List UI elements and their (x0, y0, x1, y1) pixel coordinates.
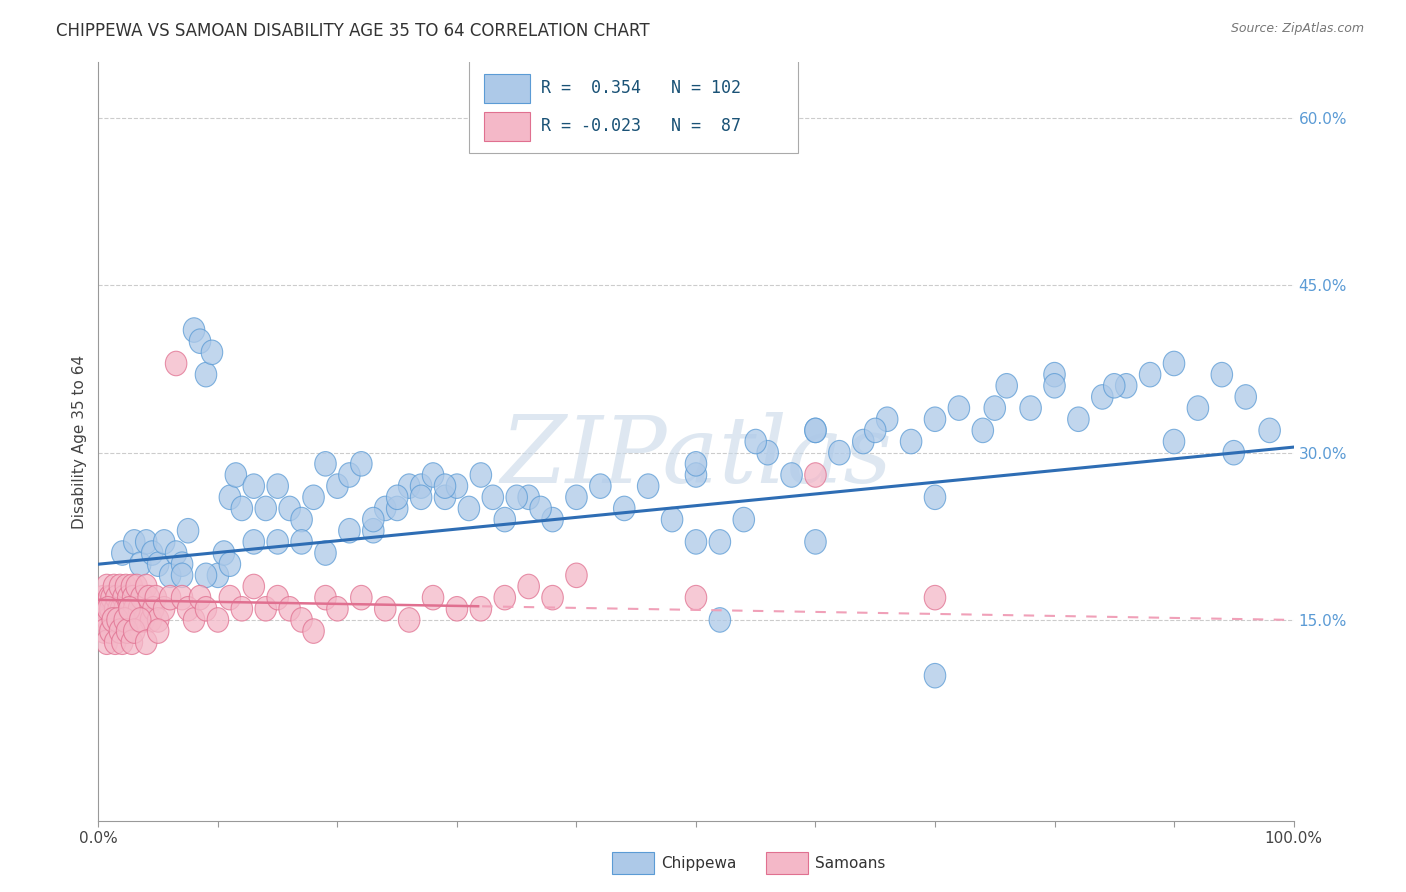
Text: CHIPPEWA VS SAMOAN DISABILITY AGE 35 TO 64 CORRELATION CHART: CHIPPEWA VS SAMOAN DISABILITY AGE 35 TO … (56, 22, 650, 40)
Text: Chippewa: Chippewa (661, 855, 737, 871)
FancyBboxPatch shape (485, 74, 530, 103)
Text: R =  0.354   N = 102: R = 0.354 N = 102 (541, 79, 741, 97)
Text: R = -0.023   N =  87: R = -0.023 N = 87 (541, 117, 741, 135)
FancyBboxPatch shape (470, 59, 797, 153)
Text: ZIPatlas: ZIPatlas (501, 412, 891, 501)
Text: Source: ZipAtlas.com: Source: ZipAtlas.com (1230, 22, 1364, 36)
Text: Samoans: Samoans (815, 855, 886, 871)
Y-axis label: Disability Age 35 to 64: Disability Age 35 to 64 (72, 354, 87, 529)
FancyBboxPatch shape (485, 112, 530, 141)
